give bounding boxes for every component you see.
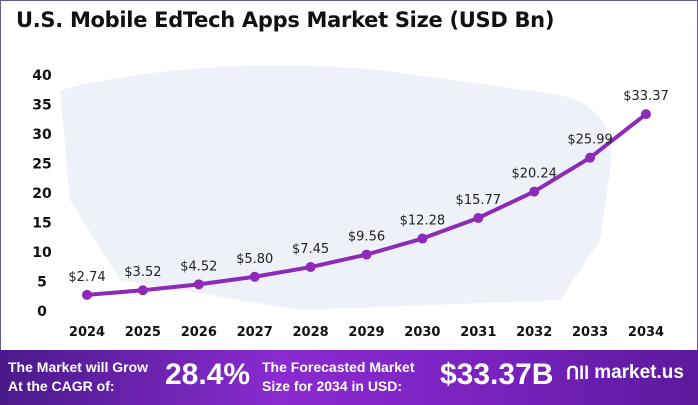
data-point xyxy=(137,285,148,296)
x-tick-label: 2028 xyxy=(293,325,329,340)
data-point xyxy=(417,233,428,244)
x-tick-label: 2031 xyxy=(460,325,496,340)
x-tick-label: 2030 xyxy=(404,325,440,340)
y-tick-label: 30 xyxy=(32,127,52,143)
y-tick-label: 0 xyxy=(37,304,47,320)
cagr-value: 28.4% xyxy=(165,358,251,391)
data-label: $20.24 xyxy=(511,167,557,182)
data-label: $9.56 xyxy=(348,230,385,245)
data-label: $33.37 xyxy=(623,89,669,104)
x-tick-label: 2033 xyxy=(572,325,608,340)
x-tick-label: 2025 xyxy=(125,325,161,340)
y-tick-label: 35 xyxy=(32,98,51,114)
x-tick-label: 2024 xyxy=(69,325,105,340)
data-point xyxy=(305,262,316,273)
data-point xyxy=(82,289,92,300)
x-tick-label: 2026 xyxy=(181,325,217,340)
data-label: $12.28 xyxy=(400,214,446,229)
data-label: $4.52 xyxy=(180,259,217,274)
data-point xyxy=(529,186,540,197)
forecast-value: $33.37B xyxy=(440,358,554,391)
data-point xyxy=(473,212,484,223)
y-tick-label: 10 xyxy=(32,245,52,261)
us-map-background xyxy=(60,65,612,310)
data-label: $5.80 xyxy=(236,252,273,267)
data-label: $7.45 xyxy=(292,242,329,257)
data-point xyxy=(361,249,372,260)
market-us-logo: ᑎll market.us xyxy=(566,362,684,384)
x-tick-label: 2032 xyxy=(516,325,552,340)
data-point xyxy=(641,109,651,120)
data-point xyxy=(193,279,204,290)
cagr-label: The Market will Grow At the CAGR of: xyxy=(8,359,149,394)
data-label: $25.99 xyxy=(567,133,613,148)
x-tick-label: 2029 xyxy=(348,325,384,340)
y-tick-label: 20 xyxy=(32,186,52,202)
y-tick-label: 25 xyxy=(32,157,51,173)
y-tick-label: 40 xyxy=(32,68,52,84)
data-label: $2.74 xyxy=(68,270,105,285)
data-point xyxy=(249,271,260,282)
data-label: $3.52 xyxy=(124,265,161,280)
y-tick-label: 15 xyxy=(32,216,51,232)
summary-banner: The Market will Grow At the CAGR of: 28.… xyxy=(0,350,698,405)
x-tick-label: 2034 xyxy=(628,325,664,340)
y-tick-label: 5 xyxy=(37,275,47,291)
forecast-label: The Forecasted Market Size for 2034 in U… xyxy=(262,359,415,394)
chart-title: U.S. Mobile EdTech Apps Market Size (USD… xyxy=(16,8,555,32)
data-point xyxy=(585,152,596,163)
logo-mark-icon: ᑎll xyxy=(566,362,590,383)
x-tick-label: 2027 xyxy=(237,325,273,340)
logo-text: market.us xyxy=(594,362,684,383)
data-label: $15.77 xyxy=(456,193,502,208)
